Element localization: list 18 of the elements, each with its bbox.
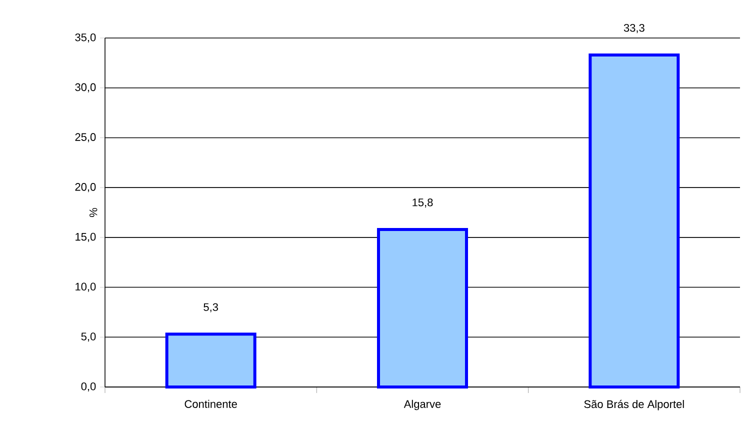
y-axis-title: % (90, 208, 98, 217)
data-label: 15,8 (412, 198, 433, 208)
bar (377, 228, 468, 388)
bar (588, 53, 680, 388)
y-tick-label: 35,0 (75, 33, 96, 43)
bar (165, 332, 256, 388)
y-tick-label: 10,0 (76, 282, 96, 292)
data-label: 33,3 (624, 24, 644, 34)
x-tick-label: São Brás de Alportel (584, 400, 684, 410)
y-tick-label: 15,0 (76, 232, 96, 242)
y-tick-label: 20,0 (75, 183, 96, 192)
data-label: 5,3 (204, 303, 218, 312)
x-tick-label: Algarve (404, 400, 441, 410)
y-tick-label: 5,0 (81, 332, 96, 342)
y-tick-label: 30,0 (75, 83, 96, 92)
x-tick-label: Continente (184, 400, 237, 408)
y-tick-label: 0,0 (81, 382, 96, 392)
y-tick-label: 25,0 (75, 133, 96, 142)
